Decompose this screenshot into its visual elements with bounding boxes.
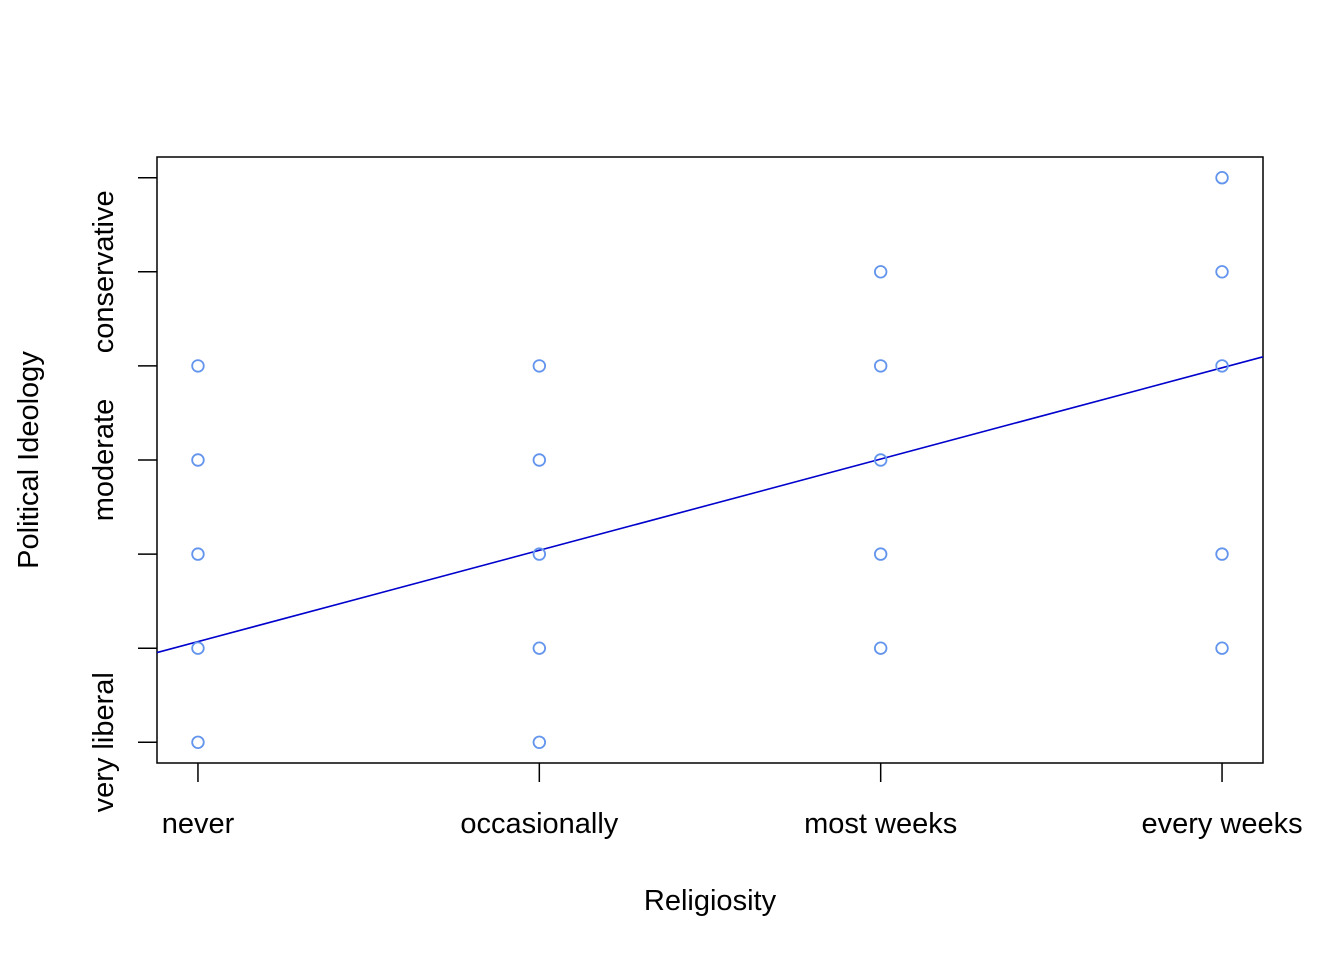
x-tick-label: occasionally <box>460 808 618 840</box>
regression-line <box>156 356 1264 654</box>
y-axis: very liberal moderate conservative <box>88 176 157 812</box>
data-point <box>532 547 547 561</box>
y-axis-title: Political Ideology <box>13 351 45 569</box>
data-point <box>191 359 205 373</box>
data-point <box>191 735 205 749</box>
plot-box <box>156 156 1264 764</box>
data-point <box>532 641 547 655</box>
data-point <box>1215 641 1229 655</box>
data-point <box>1215 547 1229 561</box>
x-tick-label: most weeks <box>804 808 957 840</box>
data-point <box>532 735 547 749</box>
data-point <box>873 359 888 373</box>
data-point <box>191 453 205 467</box>
data-point <box>873 547 888 561</box>
data-point <box>873 453 888 467</box>
x-axis: never occasionally most weeks every weeks <box>162 763 1303 840</box>
data-point <box>1215 171 1229 185</box>
data-points <box>191 171 1229 749</box>
data-point <box>1215 359 1229 373</box>
data-point <box>532 359 547 373</box>
x-axis-title: Religiosity <box>644 885 777 917</box>
x-tick-label: every weeks <box>1141 808 1302 840</box>
y-tick-label: moderate <box>88 399 120 522</box>
data-point <box>873 641 888 655</box>
data-point <box>873 265 888 279</box>
regression-line-group <box>156 356 1264 654</box>
data-point <box>191 547 205 561</box>
data-point <box>1215 265 1229 279</box>
data-point <box>532 453 547 467</box>
y-tick-label: conservative <box>88 190 120 353</box>
data-point <box>191 641 205 655</box>
y-tick-label: very liberal <box>88 672 120 812</box>
x-tick-label: never <box>162 808 235 840</box>
